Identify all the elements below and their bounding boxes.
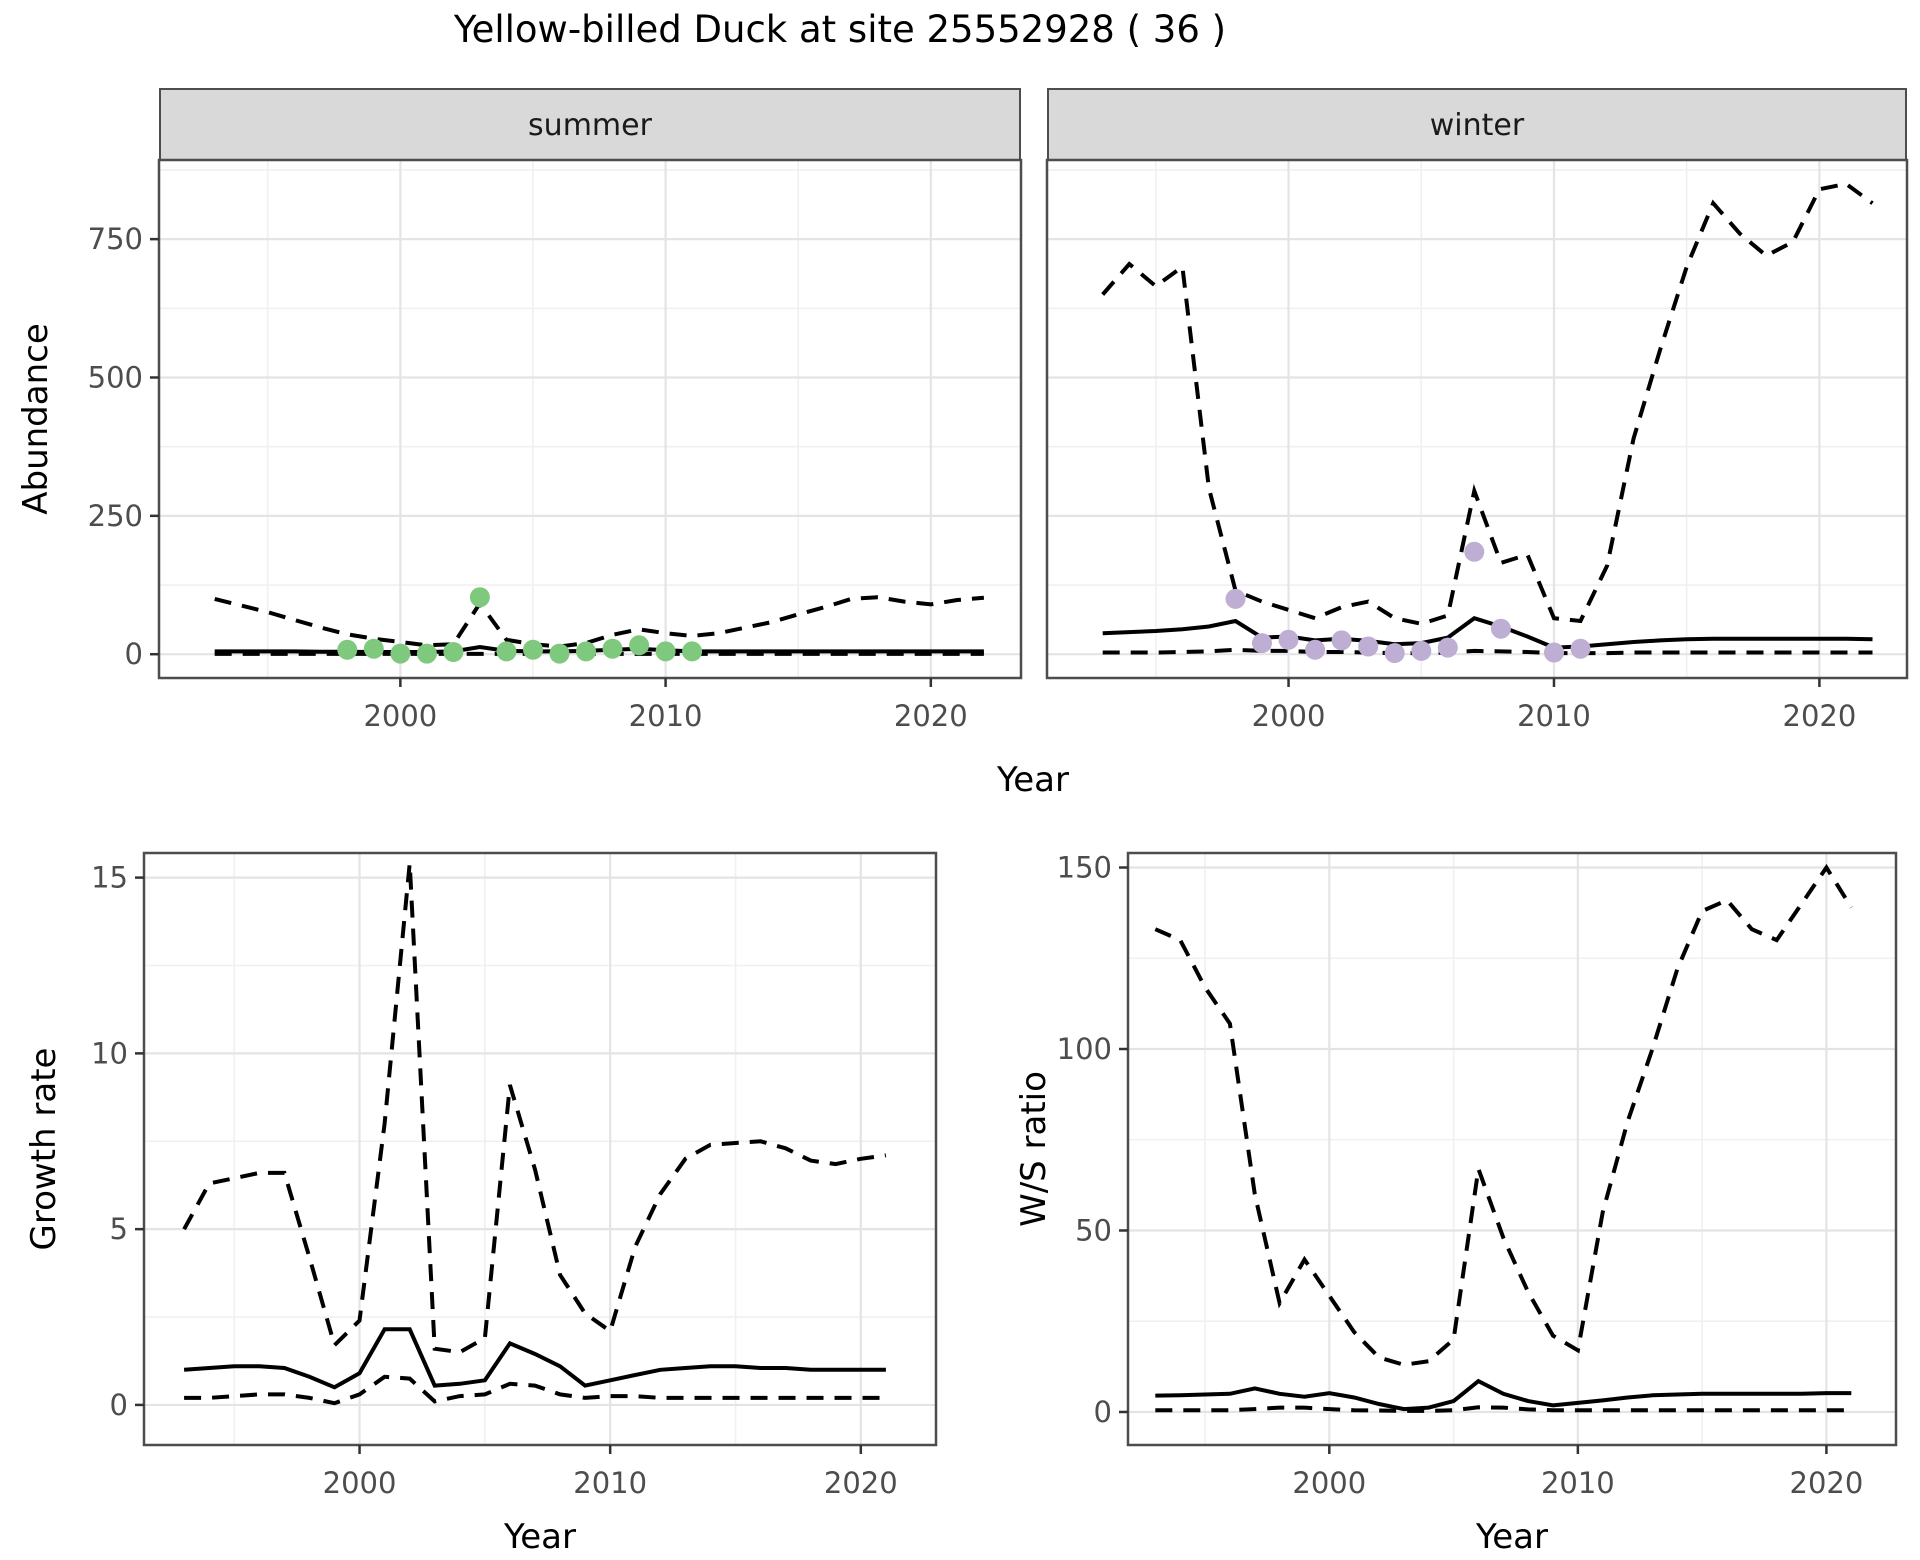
ws-ratio-panel: 2000 2010 2020 0 50 100 150: [1057, 851, 1898, 1500]
y-axis-title-growth-rate: Growth rate: [24, 1047, 64, 1251]
ws-ratio-median-line: [1155, 1378, 1852, 1412]
summer-observations: [416, 643, 437, 664]
y-tick-label: 0: [110, 1388, 128, 1422]
abundance-winter-lower_ci-line: [1102, 647, 1873, 656]
x-axis-title-year-top: Year: [997, 760, 1069, 800]
growth-rate-median-line: [183, 1327, 886, 1390]
facet-strip-winter: winter: [1047, 88, 1907, 162]
winter-observations: [1384, 643, 1405, 664]
summer-observations: [576, 641, 596, 662]
abundance-summer-upper_ci-line: [214, 595, 985, 649]
winter-observations: [1570, 638, 1591, 659]
x-tick-label: 2010: [573, 1466, 647, 1500]
chart-title: Yellow-billed Duck at site 25552928 ( 36…: [453, 8, 1227, 51]
y-tick-label: 0: [1094, 1395, 1112, 1429]
summer-observations: [390, 643, 411, 664]
winter-observations: [1278, 629, 1299, 650]
summer-observations: [337, 639, 358, 660]
winter-observations: [1464, 541, 1485, 562]
y-tick-label: 500: [88, 360, 143, 394]
summer-observations: [363, 638, 384, 659]
facet-strip-summer: summer: [159, 88, 1021, 162]
winter-observations: [1305, 639, 1326, 660]
x-axis-title-year-ws: Year: [1476, 1517, 1548, 1557]
y-tick-label: 15: [91, 861, 128, 895]
abundance-winter-upper_ci-line: [1101, 181, 1874, 626]
summer-observations: [629, 635, 650, 656]
summer-observations: [655, 641, 676, 662]
winter-observations: [1437, 637, 1458, 658]
summer-observations: [523, 639, 543, 660]
y-tick-label: 50: [1075, 1213, 1112, 1247]
facet-strip-winter-label: winter: [1429, 107, 1525, 143]
ws-ratio-lower_ci-line: [1155, 1405, 1852, 1413]
winter-abundance-panel: 2000 2010 2020: [1045, 158, 1909, 733]
winter-observations: [1331, 630, 1352, 651]
ws-ratio-upper_ci-line: [1154, 863, 1853, 1367]
x-tick-label: 2000: [363, 699, 437, 733]
x-tick-label: 2020: [824, 1466, 898, 1500]
winter-observations: [1358, 636, 1379, 657]
y-tick-label: 0: [125, 637, 143, 671]
winter-observations: [1490, 618, 1511, 639]
x-tick-label: 2010: [629, 699, 703, 733]
summer-observations: [549, 643, 570, 664]
growth-rate-upper_ci-line: [182, 863, 887, 1355]
abundance-winter-median-line: [1102, 615, 1873, 650]
summer-observations: [496, 641, 517, 662]
y-tick-label: 10: [91, 1036, 128, 1070]
y-tick-label: 5: [110, 1212, 128, 1246]
x-tick-label: 2020: [1783, 699, 1857, 733]
growth-rate-lower_ci-line: [184, 1374, 886, 1406]
x-tick-label: 2020: [1790, 1466, 1864, 1500]
summer-observations: [443, 642, 464, 662]
facet-strip-summer-label: summer: [528, 107, 652, 143]
x-axis-title-year-growth: Year: [504, 1517, 576, 1557]
x-tick-label: 2010: [1517, 699, 1591, 733]
winter-observations: [1225, 588, 1246, 609]
summer-observations: [682, 641, 703, 662]
x-tick-label: 2000: [1292, 1466, 1366, 1500]
y-tick-label: 100: [1057, 1032, 1112, 1066]
winter-observations: [1411, 640, 1432, 661]
y-tick-label: 250: [88, 499, 143, 533]
x-tick-label: 2000: [323, 1466, 397, 1500]
y-tick-label: 150: [1057, 851, 1112, 885]
growth-rate-panel: 2000 2010 2020 0 5 10 15: [91, 851, 938, 1500]
x-tick-label: 2010: [1541, 1466, 1615, 1500]
winter-observations: [1544, 642, 1564, 663]
y-tick-label: 750: [88, 222, 143, 256]
summer-observations: [602, 638, 623, 659]
summer-abundance-panel: 2000 2010 2020 0 250 500 750: [88, 158, 1023, 733]
x-tick-label: 2000: [1252, 699, 1326, 733]
winter-observations: [1252, 633, 1272, 654]
y-axis-title-ws-ratio: W/S ratio: [1014, 1071, 1054, 1227]
y-axis-title-abundance: Abundance: [16, 323, 56, 515]
x-tick-label: 2020: [894, 699, 968, 733]
summer-observations: [469, 587, 490, 608]
